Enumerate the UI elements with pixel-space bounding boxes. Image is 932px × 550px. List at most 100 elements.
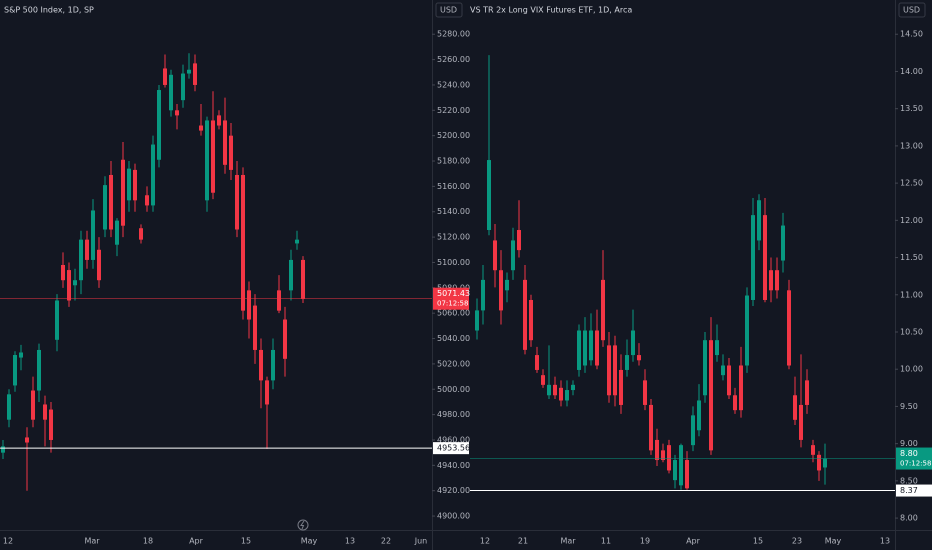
x-tick-label: 15 xyxy=(241,537,251,546)
candle-body xyxy=(631,330,635,356)
candle-body xyxy=(799,404,803,440)
y-tick-label: 5000.00 xyxy=(437,385,470,394)
candle-body xyxy=(229,135,233,170)
x-tick-label: 13 xyxy=(345,537,355,546)
x-tick-label: Mar xyxy=(84,537,100,546)
candle-body xyxy=(499,270,503,311)
y-tick-label: 14.00 xyxy=(900,67,923,76)
y-tick-label: 5180.00 xyxy=(437,157,470,166)
candle-body xyxy=(805,380,809,405)
y-tick-label: 10.00 xyxy=(900,365,923,374)
candle-body xyxy=(55,300,59,340)
candle-body xyxy=(481,279,485,311)
y-tick-label: 4960.00 xyxy=(437,435,470,444)
candle-body xyxy=(475,310,479,331)
candle-body xyxy=(13,355,17,386)
x-tick-label: May xyxy=(825,537,842,546)
y-tick-label: 5140.00 xyxy=(437,207,470,216)
candle-body xyxy=(673,460,677,481)
countdown: 07:12:58 xyxy=(900,460,931,468)
candle-body xyxy=(667,445,671,471)
candle-body xyxy=(691,415,695,446)
x-tick-label: Jun xyxy=(414,537,428,546)
candle-body xyxy=(817,454,821,471)
y-tick-label: 5220.00 xyxy=(437,106,470,115)
horizontal-line-label-box xyxy=(433,442,469,455)
candle-body xyxy=(697,400,701,431)
y-tick-label: 4980.00 xyxy=(437,410,470,419)
candle-body xyxy=(181,73,185,101)
candle-body xyxy=(523,279,527,350)
candle-body xyxy=(745,295,749,366)
candle-body xyxy=(265,380,269,405)
candle-body xyxy=(613,345,617,396)
candle-body xyxy=(727,365,731,396)
x-tick-label: 21 xyxy=(518,537,528,546)
candle-body xyxy=(61,265,65,281)
candle-body xyxy=(67,270,71,301)
y-tick-label: 5280.00 xyxy=(437,30,470,39)
y-tick-label: 5100.00 xyxy=(437,258,470,267)
candle-body xyxy=(715,340,719,356)
candle-body xyxy=(775,270,779,291)
candle-body xyxy=(97,249,101,281)
candle-body xyxy=(79,239,83,281)
candle-body xyxy=(487,160,491,231)
candle-body xyxy=(787,290,791,366)
x-tick-label: 19 xyxy=(640,537,650,546)
candle-body xyxy=(553,384,557,396)
y-tick-label: 11.00 xyxy=(900,290,923,299)
candle-body xyxy=(133,169,137,201)
x-tick-label: 18 xyxy=(143,537,153,546)
candle-body xyxy=(679,445,683,486)
x-tick-label: 23 xyxy=(792,537,802,546)
candle-body xyxy=(559,387,563,401)
candle-body xyxy=(121,159,125,226)
candle-body xyxy=(739,365,743,411)
candle-body xyxy=(253,305,257,350)
y-tick-label: 4920.00 xyxy=(437,486,470,495)
y-tick-label: 12.00 xyxy=(900,216,923,225)
candle-body xyxy=(655,439,659,461)
candle-body xyxy=(175,110,179,116)
chart-title: VS TR 2x Long VIX Futures ETF, 1D, Arca xyxy=(470,6,632,15)
candle-body xyxy=(823,458,827,468)
candle-body xyxy=(637,355,641,361)
candle-body xyxy=(193,63,197,85)
candle-body xyxy=(289,259,293,291)
y-tick-label: 14.50 xyxy=(900,30,923,39)
candle-body xyxy=(535,355,539,370)
candle-body xyxy=(295,239,299,244)
lightning-icon[interactable] xyxy=(297,519,309,531)
candle-body xyxy=(109,174,113,230)
candle-body xyxy=(157,90,161,160)
candle-body xyxy=(73,280,77,286)
candle-body xyxy=(7,394,11,420)
candle-body xyxy=(31,390,35,420)
currency-badge xyxy=(435,2,463,18)
y-tick-label: 5040.00 xyxy=(437,334,470,343)
last-price-label: 5071.43 xyxy=(437,289,470,298)
candle-body xyxy=(19,352,23,358)
candle-body xyxy=(781,225,785,261)
x-tick-label: 15 xyxy=(753,537,763,546)
candle-body xyxy=(649,404,653,451)
candle-body xyxy=(37,349,41,391)
candle-body xyxy=(721,365,725,376)
y-tick-label: 5160.00 xyxy=(437,182,470,191)
candle-body xyxy=(751,215,755,300)
candle-body xyxy=(541,375,545,385)
y-tick-label: 4940.00 xyxy=(437,461,470,470)
y-tick-label: 5020.00 xyxy=(437,359,470,368)
horizontal-line-label: 4953.56 xyxy=(437,444,470,453)
x-tick-label: May xyxy=(301,537,318,546)
y-tick-label: 8.00 xyxy=(900,514,918,523)
candle-body xyxy=(271,349,275,381)
y-tick-label: 4900.00 xyxy=(437,512,470,521)
candle-body xyxy=(115,220,119,245)
y-tick-label: 11.50 xyxy=(900,253,923,262)
y-tick-label: 9.50 xyxy=(900,402,918,411)
candle-body xyxy=(151,144,155,206)
candle-body xyxy=(259,349,263,381)
candle-body xyxy=(583,330,587,366)
